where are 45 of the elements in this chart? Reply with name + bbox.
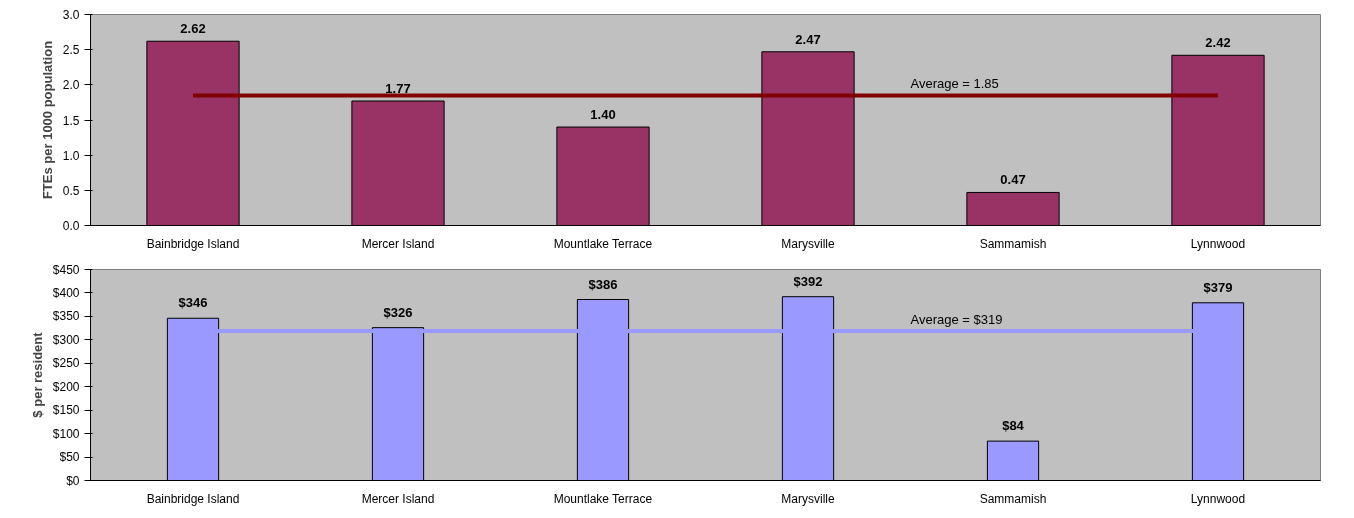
data-label: $386 bbox=[588, 276, 618, 292]
ref-line-label: Average = $319 bbox=[910, 311, 1003, 327]
y-tick-label: $400 bbox=[52, 285, 80, 300]
data-label: $346 bbox=[178, 295, 208, 311]
x-tick-label: Lynnwood bbox=[1190, 236, 1246, 251]
y-tick-label: 2.5 bbox=[62, 43, 80, 58]
x-tick-label: Mercer Island bbox=[361, 236, 435, 251]
y-axis-title: $ per resident bbox=[29, 331, 45, 418]
y-tick-label: $100 bbox=[52, 426, 80, 441]
y-tick-label: $50 bbox=[59, 450, 80, 465]
x-tick-label: Bainbridge Island bbox=[146, 491, 240, 506]
y-tick-label: $250 bbox=[52, 356, 80, 371]
y-tick-label: 1.5 bbox=[62, 113, 80, 128]
x-tick-label: Mountlake Terrace bbox=[553, 491, 653, 506]
data-label: 1.40 bbox=[590, 107, 616, 123]
y-tick-label: 3.0 bbox=[62, 8, 80, 22]
y-tick-label: $450 bbox=[52, 262, 80, 277]
data-label: $326 bbox=[383, 304, 413, 320]
data-label: 1.77 bbox=[385, 81, 411, 97]
x-tick-label: Sammamish bbox=[979, 491, 1047, 506]
data-label: 2.62 bbox=[180, 21, 206, 37]
x-tick-label: Mercer Island bbox=[361, 491, 435, 506]
x-tick-label: Mountlake Terrace bbox=[553, 236, 653, 251]
data-label: $84 bbox=[1002, 418, 1025, 434]
ref-line-label: Average = 1.85 bbox=[910, 76, 999, 92]
y-tick-label: 0.5 bbox=[62, 183, 80, 198]
data-label: 2.42 bbox=[1205, 35, 1231, 51]
y-tick-label: $0 bbox=[66, 473, 80, 488]
y-tick-label: $300 bbox=[52, 332, 80, 347]
x-tick-label: Marysville bbox=[781, 491, 835, 506]
data-label: 2.47 bbox=[795, 31, 821, 47]
x-tick-label: Marysville bbox=[781, 236, 835, 251]
y-tick-label: $150 bbox=[52, 403, 80, 418]
y-axis-title: FTEs per 1000 population bbox=[39, 40, 55, 200]
data-label: $392 bbox=[793, 273, 823, 289]
y-tick-label: 1.0 bbox=[62, 148, 80, 163]
y-tick-label: 2.0 bbox=[62, 78, 80, 93]
data-label: 0.47 bbox=[1000, 172, 1026, 188]
x-tick-label: Sammamish bbox=[979, 236, 1047, 251]
x-tick-label: Lynnwood bbox=[1190, 491, 1246, 506]
y-tick-label: 0.0 bbox=[62, 219, 80, 233]
y-tick-label: $200 bbox=[52, 379, 80, 394]
data-label: $379 bbox=[1203, 279, 1233, 295]
y-tick-label: $350 bbox=[52, 309, 80, 324]
x-tick-label: Bainbridge Island bbox=[146, 236, 240, 251]
